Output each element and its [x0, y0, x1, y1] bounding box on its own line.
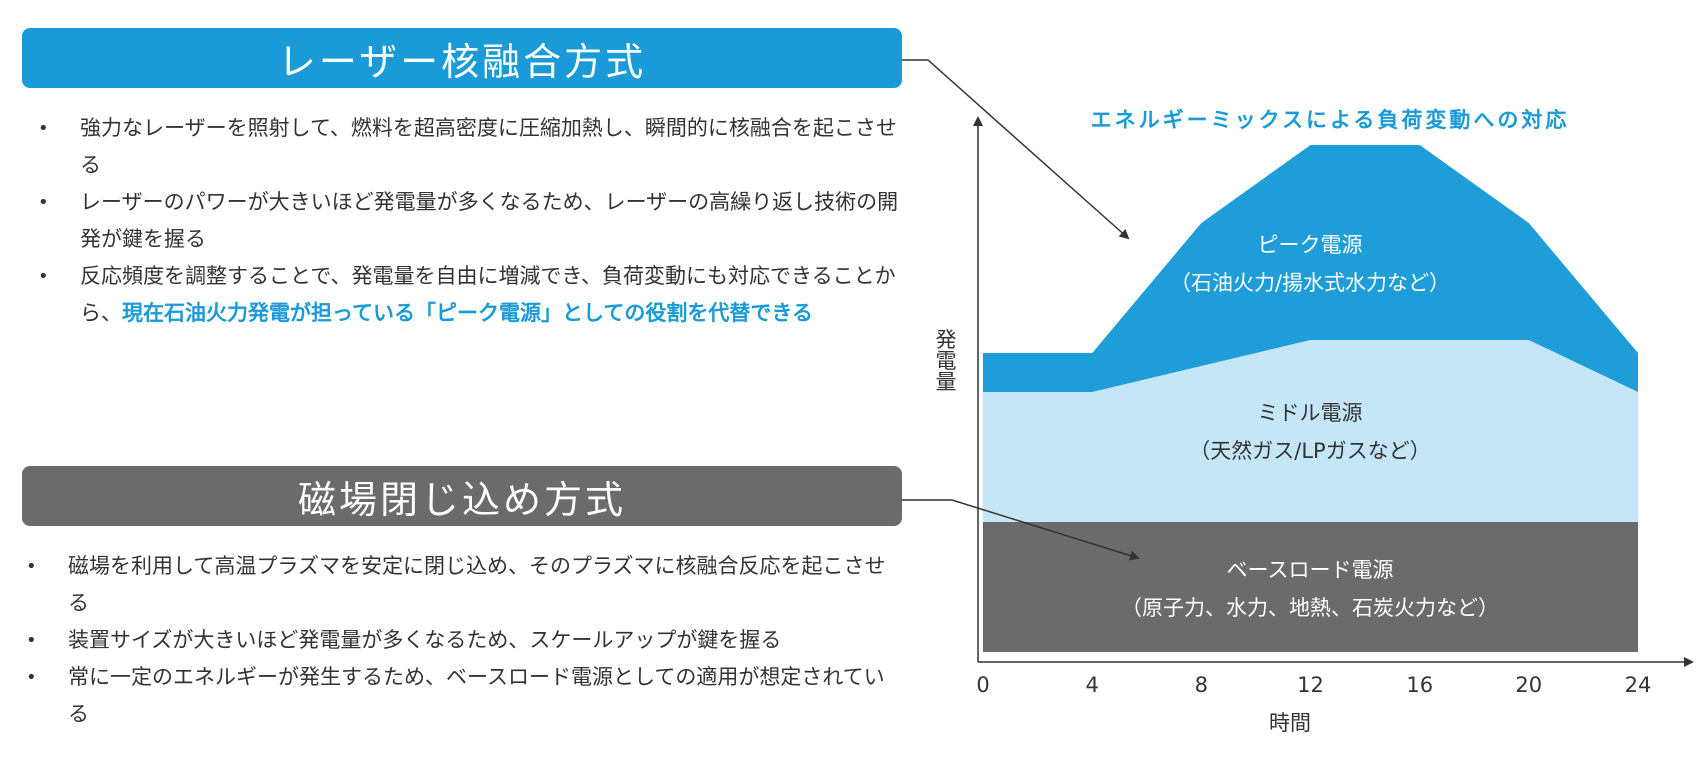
laser-title: レーザー核融合方式 — [277, 39, 647, 84]
laser-bullet-2: レーザーのパワーが大きいほど発電量が多くなるため、レーザーの高繰り返し技術の開発… — [22, 184, 902, 258]
peak-band-sublabel: （石油火力/揚水式水力など） — [1170, 271, 1450, 295]
y-axis-label: 発電量 — [933, 329, 957, 392]
middle-band-label: ミドル電源 — [1258, 401, 1363, 425]
laser-bullet-3: 反応頻度を調整することで、発電量を自由に増減でき、負荷変動にも対応できることから… — [22, 258, 902, 332]
magnetic-bullet-3: 常に一定のエネルギーが発生するため、ベースロード電源としての適用が想定されている — [10, 659, 890, 733]
laser-bullet-1: 強力なレーザーを照射して、燃料を超高密度に圧縮加熱し、瞬間的に核融合を起こさせる — [22, 110, 902, 184]
middle-band — [983, 340, 1638, 522]
magnetic-title: 磁場閉じ込め方式 — [297, 477, 626, 522]
base-band — [983, 522, 1638, 652]
x-tick-label: 4 — [1086, 673, 1099, 697]
laser-bullet-3-highlight: 現在石油火力発電が担っている「ピーク電源」としての役割を代替できる — [122, 301, 813, 325]
x-tick-label: 20 — [1515, 673, 1542, 697]
peak-band-label: ピーク電源 — [1258, 233, 1363, 257]
middle-band-sublabel: （天然ガス/LPガスなど） — [1189, 439, 1430, 463]
magnetic-bullet-2: 装置サイズが大きいほど発電量が多くなるため、スケールアップが鍵を握る — [10, 622, 890, 659]
base-band-sublabel: （原子力、水力、地熱、石炭火力など） — [1121, 596, 1499, 620]
magnetic-bullet-1: 磁場を利用して高温プラズマを安定に閉じ込め、そのプラズマに核融合反応を起こさせる — [10, 548, 890, 622]
x-tick-label: 0 — [976, 673, 989, 697]
x-tick-label: 12 — [1297, 673, 1324, 697]
x-tick-label: 8 — [1195, 673, 1208, 697]
magnetic-to-base-connector — [902, 499, 1140, 561]
chart-title: エネルギーミックスによる負荷変動への対応 — [1091, 108, 1570, 132]
laser-title-banner: レーザー核融合方式 — [22, 28, 902, 88]
base-band-label: ベースロード電源 — [1227, 558, 1394, 582]
laser-bullet-list: 強力なレーザーを照射して、燃料を超高密度に圧縮加熱し、瞬間的に核融合を起こさせる… — [22, 110, 902, 332]
peak-band — [983, 145, 1638, 392]
magnetic-title-banner: 磁場閉じ込め方式 — [22, 466, 902, 526]
x-tick-label: 24 — [1625, 673, 1652, 697]
laser-to-peak-connector — [902, 59, 1130, 240]
magnetic-bullet-list: 磁場を利用して高温プラズマを安定に閉じ込め、そのプラズマに核融合反応を起こさせる… — [10, 548, 890, 733]
x-tick-label: 16 — [1406, 673, 1433, 697]
x-axis-label: 時間 — [1269, 711, 1311, 735]
